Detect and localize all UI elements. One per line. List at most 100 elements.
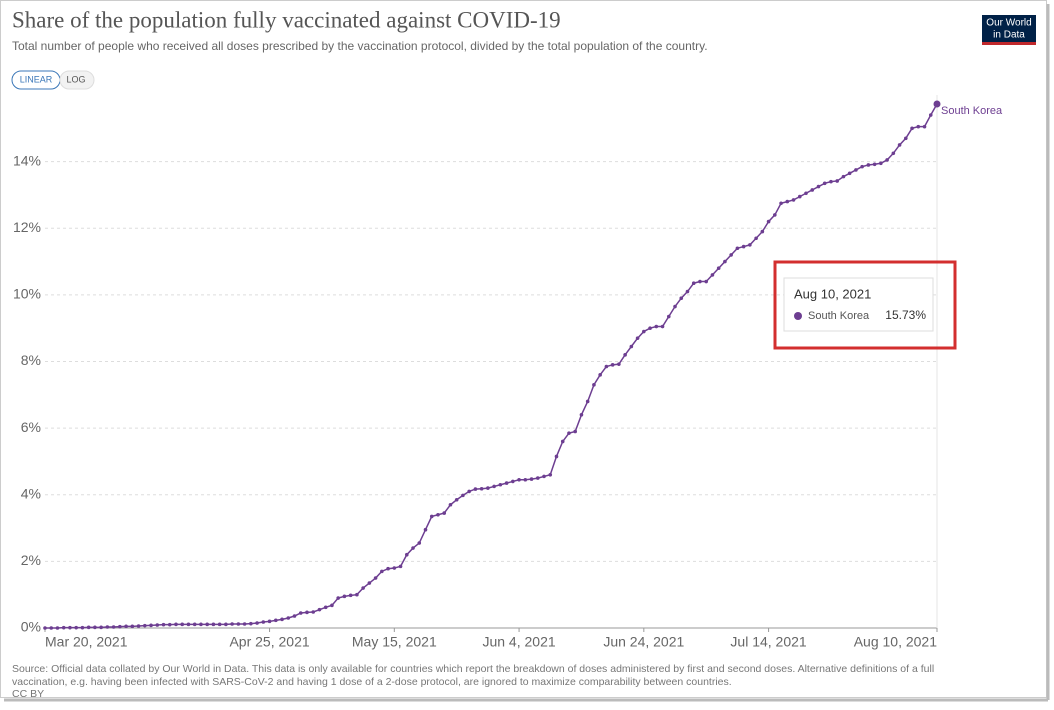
data-point [585,399,590,404]
data-point [766,219,771,224]
data-point [136,624,141,628]
data-point [928,113,933,117]
data-point [773,213,777,217]
data-point [118,624,122,629]
data-point [280,617,284,622]
data-point [161,622,166,627]
tooltip-date: Aug 10, 2021 [794,286,871,301]
data-point [779,201,783,206]
data-point [473,487,478,491]
data-point [760,229,765,234]
data-point [43,626,47,630]
data-point [810,188,815,192]
data-point [922,124,927,129]
data-point [86,625,91,630]
data-point [186,622,191,627]
data-point [879,161,883,166]
x-tick-label: Mar 20, 2021 [45,634,128,650]
data-point [891,151,896,156]
tooltip: Aug 10, 2021 South Korea 15.73% [773,260,957,350]
data-point [454,497,459,502]
data-point [373,576,378,580]
data-point [872,162,877,167]
x-tick-label: Jun 4, 2021 [482,634,555,650]
data-point [573,429,578,434]
data-point [854,168,858,172]
x-tick-label: Apr 25, 2021 [229,634,309,650]
data-point [411,546,415,550]
data-point [180,622,185,627]
x-tick-label: Aug 10, 2021 [854,634,938,650]
data-point [754,236,758,241]
chart-subtitle: Total number of people who received all … [12,39,708,53]
data-point [623,353,627,357]
data-point [910,126,914,131]
data-point [822,181,827,186]
x-tick-label: Jun 24, 2021 [603,634,684,650]
data-point [361,586,365,590]
data-point [716,266,721,271]
data-point [398,564,403,569]
data-point [105,625,110,629]
data-point [261,620,266,624]
data-point [236,622,241,626]
data-point [255,621,259,625]
logo[interactable] [982,15,1036,45]
data-point [629,344,634,349]
data-point [635,336,640,340]
logo-text: Our World [986,18,1031,29]
log-button-label: LOG [66,74,85,84]
data-point [273,618,278,623]
data-point [111,625,116,629]
data-point [735,246,740,251]
x-tick-label: Jul 14, 2021 [730,634,806,650]
data-point [367,581,372,585]
chart-title: Share of the population fully vaccinated… [12,7,561,32]
data-point [124,624,128,629]
data-point [217,622,222,627]
data-point [348,593,353,598]
data-point [436,512,440,517]
data-point [80,625,85,630]
linear-button-label: LINEAR [20,74,53,84]
y-tick-label: 0% [21,619,41,635]
data-point [654,324,659,329]
logo-text: in Data [993,30,1025,41]
data-point [143,623,147,628]
data-point [617,362,621,366]
data-point [933,100,941,108]
data-point [885,158,889,162]
data-point [860,164,864,169]
data-point [342,594,347,599]
data-point [791,198,796,202]
data-point [486,486,490,490]
data-point [685,289,690,294]
data-point [305,610,309,615]
source-note: Source: Official data collated by Our Wo… [12,663,934,675]
data-point [529,477,534,481]
data-point [192,622,197,627]
data-point [442,511,447,515]
data-point [592,383,596,387]
y-tick-label: 4% [21,485,41,501]
data-point [467,489,471,494]
y-tick-label: 8% [21,352,41,368]
data-point [523,477,528,482]
data-point [548,472,553,477]
data-point [298,611,303,615]
data-point [598,373,602,377]
data-point [174,622,178,627]
data-point [68,625,72,630]
data-point [835,179,839,183]
data-point [317,607,322,612]
data-point [167,622,172,627]
data-point [916,124,921,129]
data-point [829,179,833,184]
data-point [323,605,328,610]
log-button[interactable] [59,70,95,90]
data-point [461,493,465,498]
tooltip-value: 15.73% [885,308,926,322]
tooltip-swatch [794,312,802,320]
data-point [723,259,727,264]
